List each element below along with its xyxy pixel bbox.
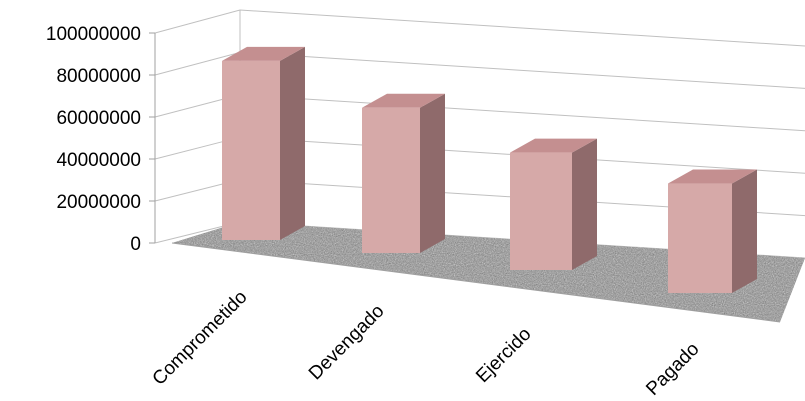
bar-ejercido [510, 152, 572, 270]
bars [222, 46, 757, 293]
bar-devengado [362, 107, 420, 253]
bar-top [510, 138, 597, 153]
x-tick-label: Comprometido [149, 287, 252, 390]
bar-top [362, 93, 445, 108]
bar-top [222, 46, 305, 61]
x-tick-label: Devengado [305, 301, 389, 385]
bar-side [732, 169, 757, 293]
y-tick-label: 100000000 [46, 24, 141, 45]
y-tick-label: 80000000 [56, 66, 141, 87]
x-axis-line [171, 242, 781, 323]
bar-side [420, 93, 445, 253]
x-tick-label: Ejercido [472, 324, 535, 387]
bar-side [280, 46, 305, 241]
y-tick-label: 0 [130, 234, 141, 255]
y-tick-label: 60000000 [56, 108, 141, 129]
y-tick-label: 20000000 [56, 192, 141, 213]
x-tick-label: Pagado [642, 339, 703, 400]
bar-side [572, 138, 597, 270]
bar-pagado [668, 183, 732, 293]
gridline [154, 9, 805, 47]
y-tick-label: 40000000 [56, 150, 141, 171]
bar-top [668, 169, 757, 184]
axes [149, 32, 781, 323]
bar-comprometido [222, 60, 280, 241]
